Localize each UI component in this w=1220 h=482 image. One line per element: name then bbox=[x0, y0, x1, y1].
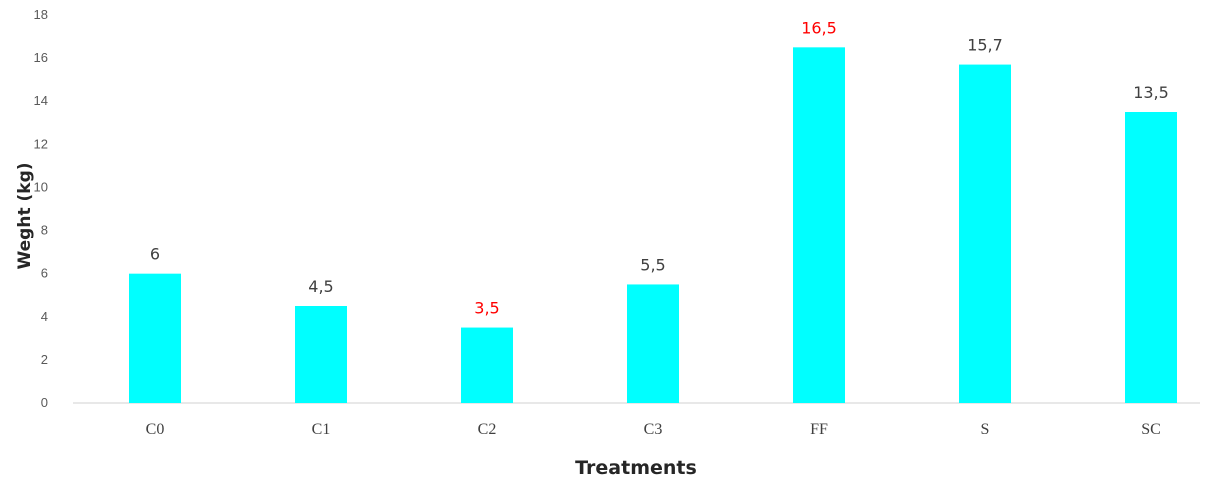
x-tick-label: C1 bbox=[312, 421, 331, 438]
bar bbox=[461, 327, 513, 403]
y-tick-label: 0 bbox=[41, 395, 48, 410]
y-axis-title: Weght (kg) bbox=[15, 162, 35, 269]
x-tick-label: C2 bbox=[478, 421, 497, 438]
x-axis-ticks: C0 C1 C2 C3 FF S SC bbox=[146, 421, 1161, 438]
y-tick-label: 8 bbox=[41, 223, 48, 238]
x-tick-label: C0 bbox=[146, 421, 165, 438]
bar bbox=[1125, 112, 1177, 403]
bar bbox=[793, 47, 845, 403]
bar bbox=[959, 64, 1011, 404]
data-label: 13,5 bbox=[1133, 83, 1169, 102]
bar bbox=[295, 306, 347, 403]
y-tick-label: 18 bbox=[34, 7, 48, 22]
x-axis-title: Treatments bbox=[575, 457, 697, 479]
y-tick-label: 2 bbox=[41, 352, 48, 367]
y-axis-ticks: 0 2 4 6 8 10 12 14 16 18 bbox=[34, 7, 48, 410]
bars bbox=[129, 47, 1177, 404]
x-tick-label: SC bbox=[1141, 421, 1161, 438]
data-label: 6 bbox=[150, 245, 160, 264]
data-label: 3,5 bbox=[474, 299, 499, 318]
y-tick-label: 6 bbox=[41, 266, 48, 281]
data-label: 5,5 bbox=[640, 255, 665, 274]
x-tick-label: S bbox=[981, 421, 990, 438]
x-tick-label: FF bbox=[810, 421, 828, 438]
y-tick-label: 16 bbox=[34, 50, 48, 65]
y-tick-label: 10 bbox=[34, 179, 48, 194]
data-label: 4,5 bbox=[308, 277, 333, 296]
bar bbox=[129, 273, 181, 403]
y-tick-label: 4 bbox=[41, 309, 48, 324]
y-tick-label: 14 bbox=[34, 93, 48, 108]
y-tick-label: 12 bbox=[34, 136, 48, 151]
data-label: 16,5 bbox=[801, 18, 837, 37]
data-label: 15,7 bbox=[967, 36, 1003, 55]
bar bbox=[627, 284, 679, 403]
x-tick-label: C3 bbox=[644, 421, 663, 438]
data-labels: 6 4,5 3,5 5,5 16,5 15,7 13,5 bbox=[150, 18, 1169, 317]
